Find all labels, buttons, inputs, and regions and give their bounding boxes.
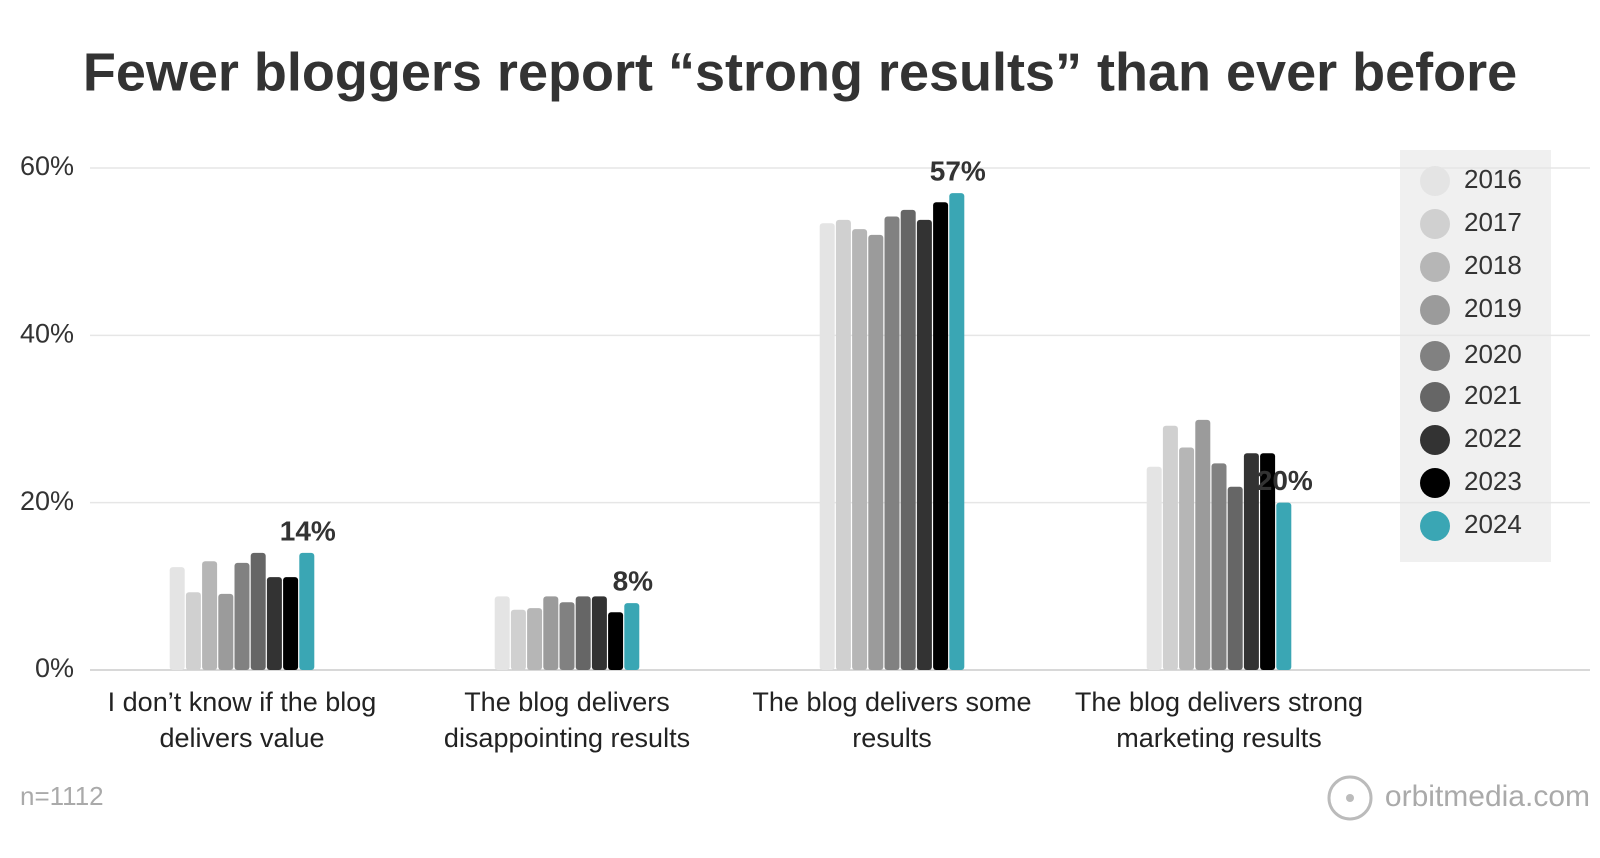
legend-swatch [1420,425,1450,455]
legend-swatch [1420,382,1450,412]
bar [608,612,624,670]
bar [916,219,932,670]
bar [543,596,559,670]
bar [884,216,900,670]
bar [234,562,250,670]
legend-label: 2024 [1464,509,1522,539]
logo [1327,775,1373,821]
legend-swatch [1420,511,1450,541]
y-tick-label: 0% [35,653,74,683]
bar [575,596,591,670]
bar [624,603,640,670]
legend-swatch [1420,209,1450,239]
value-label: 14% [280,515,336,546]
source: orbitmedia.com [1385,780,1590,813]
bar [835,219,851,670]
value-label: 57% [930,155,986,186]
logo-dot [1346,794,1354,802]
bar [1211,463,1227,670]
x-tick-label: The blog delivers some results [752,687,1032,753]
bar [949,193,965,670]
legend-swatch [1420,295,1450,325]
legend-label: 2019 [1464,293,1522,323]
bar [250,552,266,670]
bar [299,552,315,670]
legend-swatch [1420,166,1450,196]
y-tick-label: 40% [20,318,74,348]
bar [591,596,607,670]
bar [852,229,868,670]
x-tick-label: The blog delivers strong marketing resul… [1074,687,1364,753]
legend-label: 2017 [1464,207,1522,237]
bar [218,593,234,670]
x-tick-label: The blog delivers disappointing results [443,687,691,753]
legend-label: 2022 [1464,423,1522,453]
footnote: n=1112 [20,781,104,811]
bar [283,577,299,670]
x-tick-label: I don’t know if the blog delivers value [107,687,377,753]
value-label: 20% [1257,465,1313,496]
legend-swatch [1420,252,1450,282]
legend-label: 2023 [1464,466,1522,496]
bar [1146,466,1162,670]
y-tick-label: 60% [20,151,74,181]
bar [900,209,916,671]
bar [494,596,510,670]
bar [1179,447,1195,670]
bar [1227,486,1243,670]
bar [202,561,218,670]
bar [1276,502,1292,670]
bar [819,223,835,670]
y-tick-label: 20% [20,486,74,516]
chart-title: Fewer bloggers report “strong results” t… [83,42,1517,102]
bar [185,592,201,670]
bar [868,234,884,670]
bar [1195,419,1211,670]
legend-swatch [1420,468,1450,498]
bar [510,609,526,670]
bar [527,608,543,670]
legend-label: 2018 [1464,250,1522,280]
bar [559,602,575,670]
bar [1243,453,1259,670]
legend-label: 2021 [1464,380,1522,410]
value-label: 8% [613,565,654,596]
bar [1260,453,1276,670]
bar [933,202,949,670]
legend-swatch [1420,341,1450,371]
bar [169,567,185,670]
bar [1162,425,1178,670]
bar [266,577,282,670]
legend-label: 2020 [1464,339,1522,369]
legend-label: 2016 [1464,164,1522,194]
